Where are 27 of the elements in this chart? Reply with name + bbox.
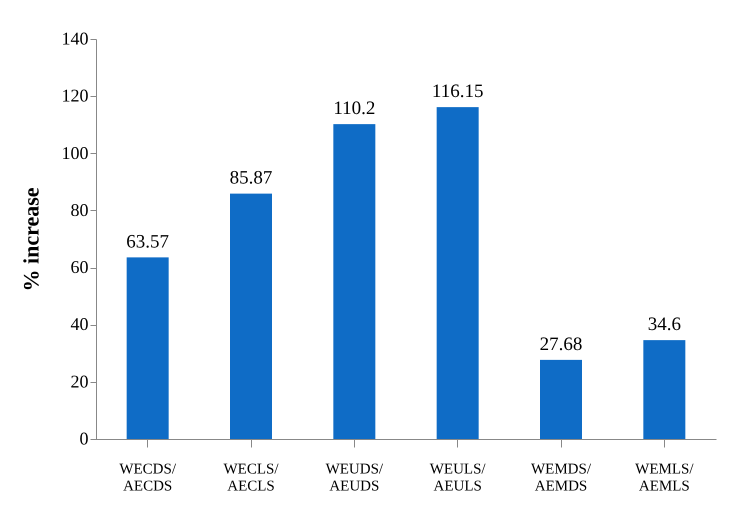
y-tick-label: 120 (62, 86, 88, 106)
y-tick-label: 20 (70, 371, 88, 392)
data-label: 27.68 (540, 334, 582, 355)
x-tick-label: WECLS/ AECLS (224, 462, 280, 494)
x-tick-label: WEUDS/ AEUDS (326, 462, 384, 494)
bar (230, 194, 272, 439)
bar (643, 340, 686, 439)
bar (333, 124, 376, 439)
x-tick-label: WEMLS/ AEMLS (635, 462, 694, 494)
bar (126, 257, 169, 439)
data-label: 85.87 (230, 168, 272, 189)
data-label: 116.15 (432, 81, 484, 102)
y-tick-label: 60 (70, 257, 88, 278)
bar (540, 360, 582, 439)
data-label: 63.57 (126, 231, 170, 252)
data-label: 34.6 (648, 314, 681, 336)
x-tick-label: WECDS/ AECDS (119, 462, 177, 494)
x-tick-label: WEMDS/ AEMDS (531, 462, 592, 494)
data-label: 110.2 (333, 98, 376, 120)
y-tick-label: 80 (70, 200, 88, 220)
x-tick-label: WEULS/ AEULS (430, 462, 486, 494)
y-tick-label: 40 (70, 314, 88, 334)
y-axis-title: % increase (18, 187, 44, 292)
y-tick-label: 100 (62, 142, 88, 163)
y-tick-label: 0 (80, 428, 88, 448)
y-tick-label: 140 (62, 28, 88, 48)
bar (436, 107, 479, 439)
